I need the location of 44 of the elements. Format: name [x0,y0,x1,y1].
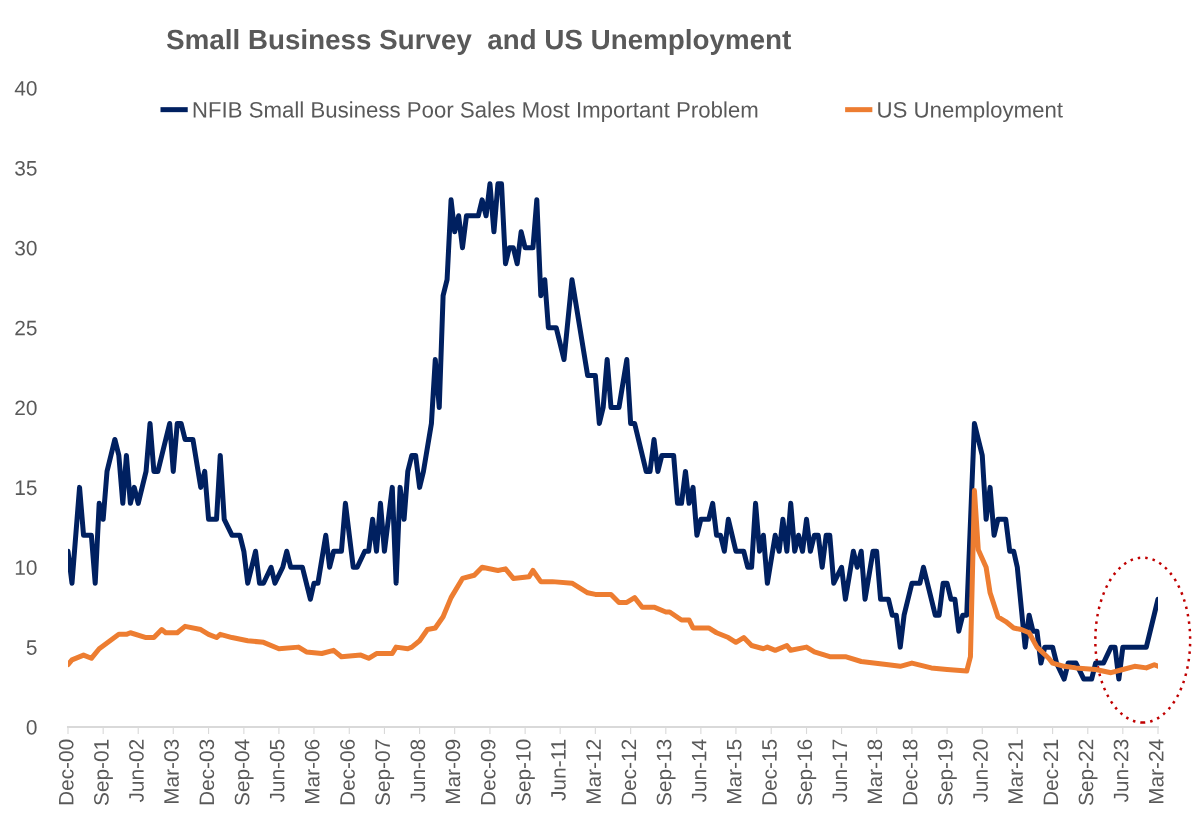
x-tick-label: Mar-12 [586,739,601,804]
x-tick-label: Dec-09 [480,739,496,805]
x-tick-label: Mar-24 [1148,739,1164,804]
y-tick-label: 35 [15,160,37,176]
legend-label: NFIB Small Business Poor Sales Most Important Problem [193,101,758,123]
x-tick-label: Jun-05 [269,739,285,803]
x-tick-label: Sep-13 [656,739,676,806]
x-tick-label: Sep-19 [937,739,957,806]
y-tick-label: 10 [15,560,37,575]
x-tick-label: Mar-06 [304,739,320,804]
x-tick-label: Mar-03 [164,739,179,804]
x-tick-label: Mar-21 [1008,739,1023,804]
chart-title: Small Business Survey and US Unemployment [166,28,791,55]
x-tick-label: Dec-21 [1043,739,1059,805]
x-tick-label: Jun-08 [410,739,426,803]
x-tick-label: Mar-09 [445,739,461,804]
x-tick-label: Jun-17 [832,739,848,803]
y-tick-label: 20 [15,400,37,416]
x-tick-label: Mar-15 [726,739,742,804]
y-tick-label: 15 [15,480,37,496]
x-tick-label: Jun-23 [1113,739,1129,803]
x-tick-label: Jun-14 [691,739,707,803]
legend-label: US Unemployment [878,101,1063,123]
x-tick-label: Dec-18 [902,739,918,805]
x-tick-label: Sep-07 [375,739,395,806]
y-tick-label: 0 [26,720,37,735]
x-tick-label: Sep-04 [234,739,254,806]
x-tick-label: Dec-12 [621,739,637,805]
x-tick-label: Jun-11 [551,739,566,801]
x-tick-label: Sep-16 [797,739,817,806]
x-tick-label: Jun-02 [129,739,144,803]
y-tick-label: 30 [15,240,37,256]
x-tick-label: Dec-03 [199,739,215,805]
y-tick-label: 40 [14,81,37,96]
y-tick-label: 5 [26,640,37,655]
x-tick-label: Sep-10 [515,739,535,806]
x-tick-label: Sep-01 [94,739,113,806]
x-tick-label: Dec-00 [58,739,74,805]
x-tick-label: Jun-20 [973,739,988,803]
x-tick-label: Dec-15 [762,739,777,805]
x-tick-label: Sep-22 [1078,739,1098,806]
y-tick-label: 25 [15,320,37,336]
x-tick-label: Dec-06 [340,739,355,805]
x-tick-label: Mar-18 [867,739,883,804]
